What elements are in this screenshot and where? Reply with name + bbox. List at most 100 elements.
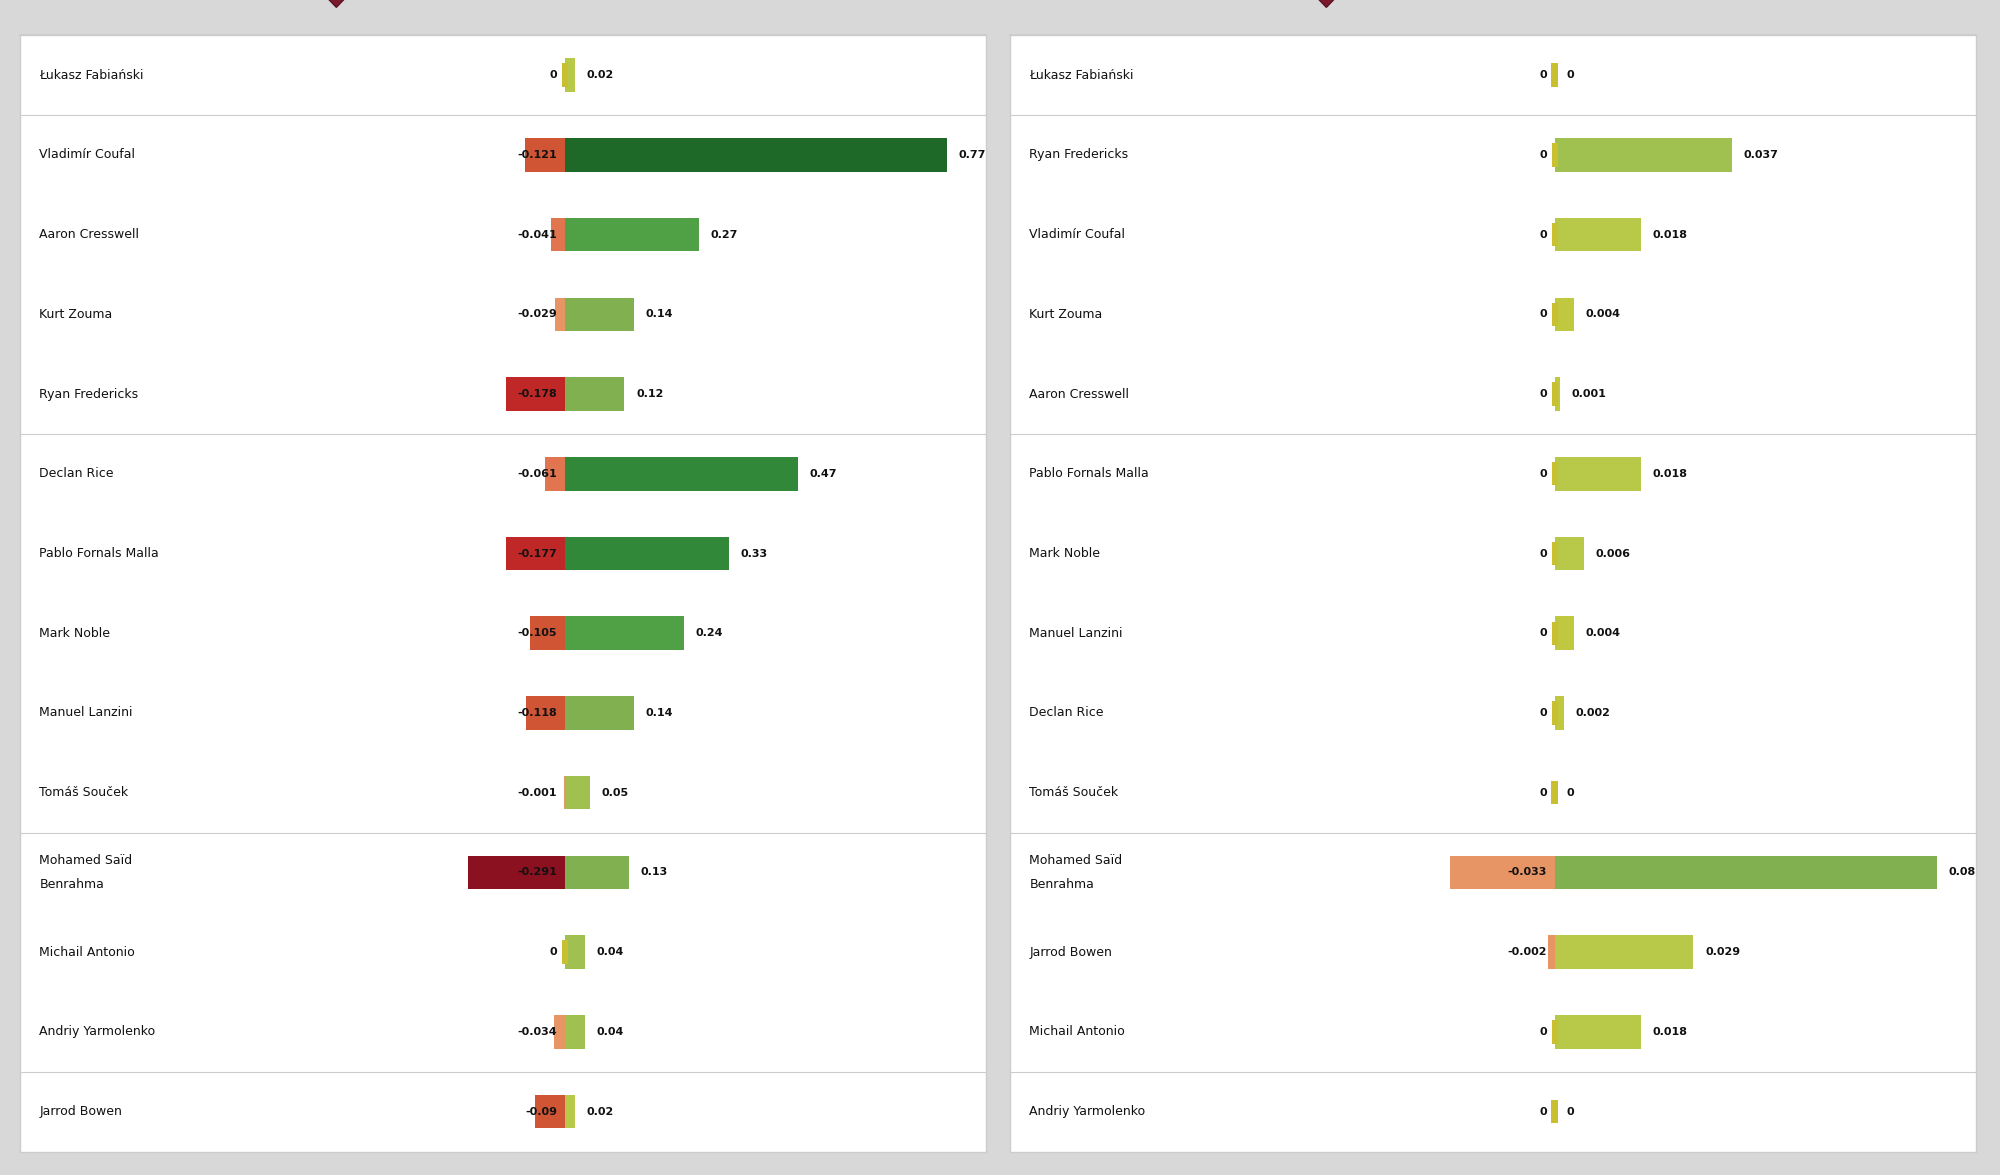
- Text: 0: 0: [1540, 389, 1548, 400]
- Text: -0.002: -0.002: [1508, 947, 1548, 958]
- Bar: [1552, 303, 1558, 325]
- Text: 0: 0: [1540, 229, 1548, 240]
- Bar: [1552, 542, 1558, 565]
- Text: Andriy Yarmolenko: Andriy Yarmolenko: [40, 1026, 156, 1039]
- Bar: [526, 697, 564, 730]
- Text: 0.04: 0.04: [596, 1027, 624, 1036]
- Text: 0: 0: [1540, 787, 1548, 798]
- Text: Benrahma: Benrahma: [40, 878, 104, 891]
- Text: 0.47: 0.47: [810, 469, 838, 478]
- Text: 0: 0: [1566, 70, 1574, 80]
- Text: Łukasz Fabiański: Łukasz Fabiański: [40, 68, 144, 81]
- Bar: [1554, 537, 1584, 570]
- Bar: [1550, 63, 1558, 87]
- Bar: [564, 59, 574, 92]
- Text: Ryan Fredericks: Ryan Fredericks: [1030, 148, 1128, 161]
- Text: -0.034: -0.034: [518, 1027, 558, 1036]
- Bar: [1554, 855, 1938, 889]
- Text: Jarrod Bowen: Jarrod Bowen: [1030, 946, 1112, 959]
- Text: Manuel Lanzini: Manuel Lanzini: [40, 706, 132, 719]
- Text: Mohamed Saïd: Mohamed Saïd: [1030, 854, 1122, 867]
- Text: Benrahma: Benrahma: [1030, 878, 1094, 891]
- Bar: [552, 217, 564, 251]
- Text: -0.029: -0.029: [518, 309, 558, 320]
- Text: -0.291: -0.291: [518, 867, 558, 878]
- Bar: [1552, 622, 1558, 645]
- Bar: [1554, 1015, 1640, 1048]
- Text: Mohamed Saïd: Mohamed Saïd: [40, 854, 132, 867]
- Bar: [564, 776, 590, 810]
- Bar: [1550, 1100, 1558, 1123]
- Bar: [506, 537, 564, 570]
- Text: Manuel Lanzini: Manuel Lanzini: [1030, 626, 1122, 639]
- Text: Declan Rice: Declan Rice: [1030, 706, 1104, 719]
- Text: 0: 0: [1540, 70, 1548, 80]
- Text: 0.77: 0.77: [958, 150, 986, 160]
- Bar: [564, 1095, 574, 1128]
- Text: 0.004: 0.004: [1586, 629, 1620, 638]
- Text: -0.177: -0.177: [518, 549, 558, 558]
- Bar: [1552, 382, 1558, 405]
- Text: Aaron Cresswell: Aaron Cresswell: [1030, 388, 1130, 401]
- Bar: [1554, 935, 1694, 969]
- Text: 0.24: 0.24: [696, 629, 724, 638]
- Bar: [1552, 1020, 1558, 1043]
- Bar: [564, 855, 630, 889]
- Bar: [1554, 139, 1732, 172]
- Text: 0.018: 0.018: [1652, 1027, 1688, 1036]
- Bar: [564, 297, 634, 331]
- Text: 0.018: 0.018: [1652, 469, 1688, 478]
- Bar: [1554, 617, 1574, 650]
- Text: Kurt Zouma: Kurt Zouma: [40, 308, 112, 321]
- Bar: [1554, 697, 1564, 730]
- Text: Michail Antonio: Michail Antonio: [40, 946, 136, 959]
- Text: Pablo Fornals Malla: Pablo Fornals Malla: [1030, 468, 1150, 481]
- Text: -0.09: -0.09: [526, 1107, 558, 1116]
- Text: Kurt Zouma: Kurt Zouma: [1030, 308, 1102, 321]
- Text: 0: 0: [550, 70, 558, 80]
- Text: 0: 0: [1540, 309, 1548, 320]
- Text: 0.006: 0.006: [1596, 549, 1630, 558]
- Text: 0.27: 0.27: [710, 229, 738, 240]
- Text: -0.041: -0.041: [518, 229, 558, 240]
- Text: Tomáš Souček: Tomáš Souček: [40, 786, 128, 799]
- Text: 0: 0: [550, 947, 558, 958]
- Text: Pablo Fornals Malla: Pablo Fornals Malla: [40, 548, 160, 560]
- Bar: [554, 1015, 564, 1048]
- Text: Tomáš Souček: Tomáš Souček: [1030, 786, 1118, 799]
- Text: 0.14: 0.14: [646, 309, 674, 320]
- Text: 0.02: 0.02: [586, 1107, 614, 1116]
- Bar: [562, 940, 568, 963]
- Bar: [1554, 217, 1640, 251]
- Text: 0.018: 0.018: [1652, 229, 1688, 240]
- Text: Mark Noble: Mark Noble: [40, 626, 110, 639]
- Text: 0: 0: [1540, 150, 1548, 160]
- Bar: [564, 537, 728, 570]
- Bar: [1552, 462, 1558, 485]
- Bar: [564, 697, 634, 730]
- Bar: [562, 63, 568, 87]
- Text: 0.04: 0.04: [596, 947, 624, 958]
- Bar: [564, 377, 624, 411]
- Text: Jarrod Bowen: Jarrod Bowen: [40, 1106, 122, 1119]
- Bar: [1548, 935, 1554, 969]
- Text: 0.02: 0.02: [586, 70, 614, 80]
- Text: -0.118: -0.118: [518, 709, 558, 718]
- Text: -0.178: -0.178: [518, 389, 558, 400]
- Text: 0: 0: [1540, 1107, 1548, 1116]
- Text: 0.08: 0.08: [1948, 867, 1976, 878]
- Text: Ryan Fredericks: Ryan Fredericks: [40, 388, 138, 401]
- Text: Michail Antonio: Michail Antonio: [1030, 1026, 1126, 1039]
- Bar: [564, 1015, 584, 1048]
- Text: 0.001: 0.001: [1572, 389, 1606, 400]
- Bar: [564, 617, 684, 650]
- Text: Vladimír Coufal: Vladimír Coufal: [1030, 228, 1126, 241]
- Bar: [1554, 377, 1560, 411]
- Text: 0: 0: [1540, 549, 1548, 558]
- Bar: [536, 1095, 564, 1128]
- Text: -0.061: -0.061: [518, 469, 558, 478]
- Bar: [564, 217, 698, 251]
- Text: Aaron Cresswell: Aaron Cresswell: [40, 228, 140, 241]
- Text: Vladimír Coufal: Vladimír Coufal: [40, 148, 136, 161]
- Text: Łukasz Fabiański: Łukasz Fabiański: [1030, 68, 1134, 81]
